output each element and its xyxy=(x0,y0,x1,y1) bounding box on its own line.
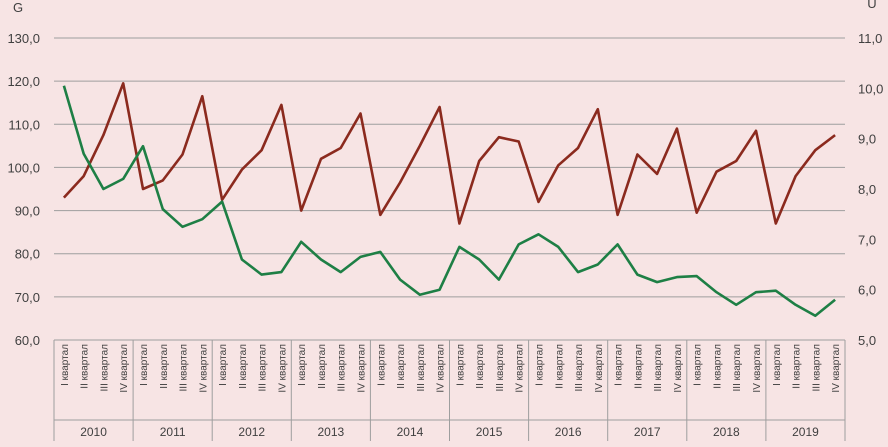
quarter-tick-label: III квартал xyxy=(574,344,585,392)
right-tick-label: 8,0 xyxy=(858,182,876,197)
series-line-2 xyxy=(62,85,836,318)
quarter-tick-label: III квартал xyxy=(811,344,822,392)
left-tick-label: 60,0 xyxy=(15,333,40,348)
quarter-tick-label: IV квартал xyxy=(752,344,763,393)
quarter-tick-label: I квартал xyxy=(139,344,150,386)
left-tick-label: 120,0 xyxy=(7,74,40,89)
year-label: 2011 xyxy=(160,425,186,439)
quarter-tick-label: IV квартал xyxy=(831,344,842,393)
right-axis-title: U xyxy=(867,0,876,11)
left-tick-label: 110,0 xyxy=(8,117,40,132)
quarter-tick-label: II квартал xyxy=(475,344,486,389)
right-tick-label: 6,0 xyxy=(858,283,876,298)
right-tick-label: 11,0 xyxy=(858,31,882,46)
quarter-tick-label: I квартал xyxy=(218,344,229,386)
quarter-tick-label: IV квартал xyxy=(357,344,368,393)
year-label: 2016 xyxy=(555,425,582,439)
quarter-tick-label: IV квартал xyxy=(436,344,447,393)
quarter-tick-label: I квартал xyxy=(297,344,308,386)
year-label: 2012 xyxy=(238,425,265,439)
left-tick-label: 100,0 xyxy=(7,160,40,175)
quarter-tick-label: II квартал xyxy=(238,344,249,389)
x-axis: I квартал II квартал III квартал IV квартал… xyxy=(53,340,846,441)
quarter-tick-label: I квартал xyxy=(376,344,387,386)
quarter-tick-label: III квартал xyxy=(258,344,269,392)
quarter-tick-label: II квартал xyxy=(792,344,803,389)
quarter-tick-label: I квартал xyxy=(693,344,704,386)
quarter-tick-label: IV квартал xyxy=(198,344,209,393)
quarter-tick-label: II квартал xyxy=(317,344,328,389)
right-tick-label: 5,0 xyxy=(858,333,876,348)
quarter-tick-label: I квартал xyxy=(534,344,545,386)
quarter-tick-label: III квартал xyxy=(337,344,348,392)
series-line-1 xyxy=(62,82,836,225)
quarter-tick-label: I квартал xyxy=(455,344,466,386)
quarter-tick-label: II квартал xyxy=(396,344,407,389)
year-label: 2018 xyxy=(713,425,740,439)
year-label: 2015 xyxy=(476,425,503,439)
year-label: 2013 xyxy=(317,425,344,439)
quarter-tick-label: II квартал xyxy=(159,344,170,389)
quarter-tick-label: III квартал xyxy=(99,344,110,392)
year-label: 2017 xyxy=(634,425,661,439)
quarter-tick-label: II квартал xyxy=(554,344,565,389)
series xyxy=(62,82,836,318)
quarter-tick-label: III квартал xyxy=(495,344,506,392)
year-label: 2019 xyxy=(792,425,819,439)
quarter-tick-label: IV квартал xyxy=(515,344,526,393)
quarter-tick-label: IV квартал xyxy=(673,344,684,393)
quarter-tick-label: I квартал xyxy=(614,344,625,386)
grid xyxy=(54,37,845,341)
right-tick-label: 10,0 xyxy=(858,81,883,96)
quarter-tick-label: IV квартал xyxy=(594,344,605,393)
quarter-tick-label: IV квартал xyxy=(277,344,288,393)
quarter-tick-label: II квартал xyxy=(712,344,723,389)
quarter-tick-label: III квартал xyxy=(732,344,743,392)
quarter-tick-label: III квартал xyxy=(179,344,190,392)
left-tick-label: 70,0 xyxy=(15,290,40,305)
quarter-tick-label: I квартал xyxy=(60,344,71,386)
quarter-tick-label: III квартал xyxy=(653,344,664,392)
left-tick-label: 130,0 xyxy=(7,31,40,46)
quarter-tick-label: III квартал xyxy=(416,344,427,392)
right-tick-label: 9,0 xyxy=(858,132,876,147)
right-axis-ticks: 5,0 6,0 7,0 8,0 9,0 10,0 11,0 xyxy=(858,31,883,348)
quarter-tick-label: II квартал xyxy=(80,344,91,389)
left-tick-label: 90,0 xyxy=(15,204,40,219)
quarter-tick-label: I квартал xyxy=(772,344,783,386)
left-tick-label: 80,0 xyxy=(15,247,40,262)
year-label: 2014 xyxy=(397,425,424,439)
year-label: 2010 xyxy=(80,425,107,439)
quarter-tick-label: IV квартал xyxy=(119,344,130,393)
right-tick-label: 7,0 xyxy=(858,232,876,247)
left-axis-title: G xyxy=(13,0,23,15)
quarter-tick-label: II квартал xyxy=(633,344,644,389)
left-axis-ticks: 60,0 70,0 80,0 90,0 100,0 110,0 120,0 130,0 xyxy=(7,31,40,348)
